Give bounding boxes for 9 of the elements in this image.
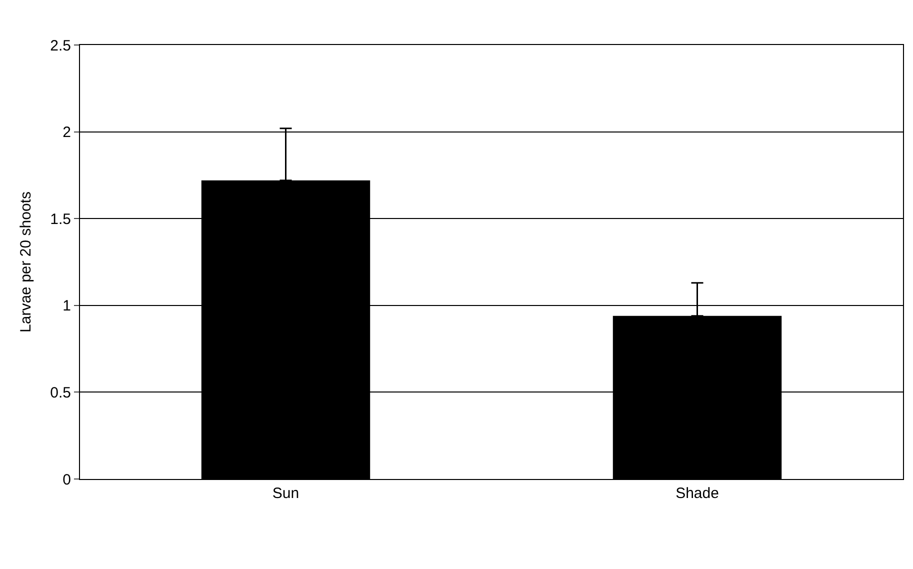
y-tick-label: 1: [62, 298, 71, 315]
y-axis-title: Larvae per 20 shoots: [17, 192, 34, 332]
y-tick-label: 0: [62, 471, 71, 488]
x-tick-label: Sun: [272, 485, 300, 502]
y-tick-label: 1.5: [50, 210, 71, 228]
y-tick-label: 2: [62, 124, 71, 142]
y-tick-label: 0.5: [50, 384, 71, 402]
y-tick-label: 2.5: [50, 37, 71, 54]
x-tick-label: Shade: [676, 485, 719, 502]
